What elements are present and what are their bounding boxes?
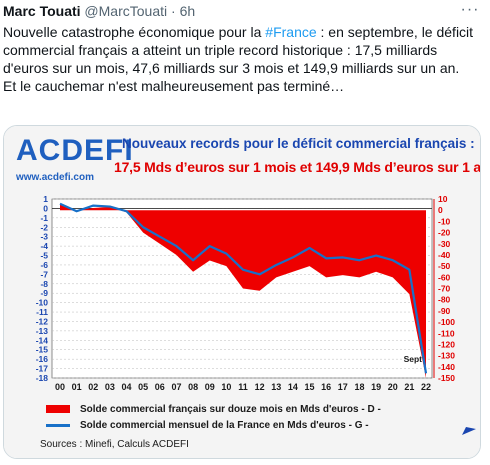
x-axis-tick-label: 00 xyxy=(55,382,65,392)
right-axis-tick-label: -10 xyxy=(438,216,451,226)
x-axis-tick-label: 03 xyxy=(105,382,115,392)
x-axis-tick-label: 02 xyxy=(88,382,98,392)
x-axis-tick-label: 01 xyxy=(72,382,82,392)
left-axis-tick-label: -13 xyxy=(36,326,49,336)
left-axis-tick-label: -12 xyxy=(36,316,49,326)
left-axis-tick-label: -5 xyxy=(40,251,48,261)
left-axis-tick-label: -8 xyxy=(40,279,48,289)
x-axis-tick-label: 19 xyxy=(371,382,381,392)
decorative-arrow-icon xyxy=(462,427,476,435)
chart-annotation: Sept xyxy=(404,354,423,364)
author-handle[interactable]: @MarcTouati xyxy=(84,3,168,19)
logo-text: ACDEFI xyxy=(16,134,134,167)
left-axis-tick-label: -7 xyxy=(40,269,48,279)
chart-sources: Sources : Minefi, Calculs ACDEFI xyxy=(40,439,189,450)
left-axis-tick-label: -14 xyxy=(36,335,49,345)
left-axis-tick-label: -2 xyxy=(40,222,48,232)
left-axis-tick-label: -17 xyxy=(36,364,49,374)
x-axis-tick-label: 15 xyxy=(305,382,315,392)
tweet-text-line1: Nouvelle catastrophe économique pour la … xyxy=(3,23,481,77)
left-axis-tick-label: -6 xyxy=(40,260,48,270)
right-axis-tick-label: -140 xyxy=(438,362,455,372)
x-axis-tick-label: 05 xyxy=(138,382,148,392)
x-axis-tick-label: 04 xyxy=(122,382,132,392)
tweet-media-image[interactable]: ACDEFI www.acdefi.com Nouveaux records p… xyxy=(3,125,481,459)
right-axis-tick-label: -80 xyxy=(438,295,451,305)
right-axis-tick-label: -70 xyxy=(438,284,451,294)
x-axis-tick-label: 06 xyxy=(155,382,165,392)
x-axis-tick-label: 10 xyxy=(221,382,231,392)
x-axis-tick-label: 08 xyxy=(188,382,198,392)
more-options-icon[interactable]: ··· xyxy=(460,1,480,18)
author-name[interactable]: Marc Touati xyxy=(3,3,81,19)
x-axis-tick-label: 09 xyxy=(205,382,215,392)
right-axis-tick-label: -120 xyxy=(438,339,455,349)
legend-label-red: Solde commercial français sur douze mois… xyxy=(80,403,381,415)
x-axis-tick-label: 22 xyxy=(421,382,431,392)
tweet-text-part1: Nouvelle catastrophe économique pour la xyxy=(3,24,266,40)
right-axis-tick-label: -110 xyxy=(438,328,455,338)
right-axis-tick-label: -100 xyxy=(438,317,455,327)
left-axis-tick-label: -9 xyxy=(40,288,48,298)
chart-title-line2: 17,5 Mds d’euros sur 1 mois et 149,9 Mds… xyxy=(114,159,481,175)
separator-dot: · xyxy=(171,3,176,19)
left-axis-tick-label: 1 xyxy=(43,194,48,204)
series-line-blue xyxy=(59,202,428,374)
legend-swatch-red xyxy=(46,405,70,413)
right-axis-tick-label: -150 xyxy=(438,373,455,383)
tweet-text: Nouvelle catastrophe économique pour la … xyxy=(3,23,481,95)
tweet-time[interactable]: 6h xyxy=(179,3,196,19)
right-axis-tick-label: -50 xyxy=(438,261,451,271)
hashtag-link[interactable]: #France xyxy=(265,24,317,40)
right-axis-tick-label: -40 xyxy=(438,250,451,260)
logo-url: www.acdefi.com xyxy=(16,172,94,183)
trade-deficit-chart: 10-1-2-3-4-5-6-7-8-9-10-11-12-13-14-15-1… xyxy=(36,194,456,392)
x-axis-tick-label: 07 xyxy=(171,382,181,392)
x-axis-tick-label: 12 xyxy=(255,382,265,392)
tweet-header: Marc Touati @MarcTouati · 6h xyxy=(3,2,195,20)
x-axis-tick-label: 18 xyxy=(354,382,364,392)
right-axis-tick-label: 10 xyxy=(438,194,448,204)
legend-swatch-blue xyxy=(46,423,70,427)
legend-label-blue: Solde commercial mensuel de la France en… xyxy=(80,419,369,431)
x-axis-tick-label: 16 xyxy=(321,382,331,392)
left-axis-tick-label: -4 xyxy=(40,241,48,251)
right-axis-tick-label: -30 xyxy=(438,239,451,249)
chart-title-line1: Nouveaux records pour le déficit commerc… xyxy=(122,136,475,151)
right-axis-tick-label: -60 xyxy=(438,272,451,282)
left-axis-tick-label: -1 xyxy=(40,213,48,223)
left-axis-tick-label: -15 xyxy=(36,345,49,355)
tweet-text-part2: : en septembre, le déficit commercial fr… xyxy=(3,24,474,76)
left-axis-tick-label: -16 xyxy=(36,354,49,364)
x-axis-tick-label: 17 xyxy=(338,382,348,392)
right-axis-tick-label: -90 xyxy=(438,306,451,316)
acdefi-logo: ACDEFI www.acdefi.com xyxy=(16,134,133,186)
right-axis-tick-label: 0 xyxy=(438,205,443,215)
right-axis-tick-label: -20 xyxy=(438,228,451,238)
series-area-red xyxy=(60,204,426,378)
left-axis-tick-label: -3 xyxy=(40,232,48,242)
left-axis-tick-label: -18 xyxy=(36,373,49,383)
left-axis-tick-label: 0 xyxy=(43,203,48,213)
x-axis-tick-label: 20 xyxy=(388,382,398,392)
legend-item-blue: Solde commercial mensuel de la France en… xyxy=(46,417,381,433)
x-axis-tick-label: 21 xyxy=(404,382,414,392)
right-axis-tick-label: -130 xyxy=(438,351,455,361)
chart-legend: Solde commercial français sur douze mois… xyxy=(46,401,381,433)
x-axis-tick-label: 14 xyxy=(288,382,298,392)
tweet-text-line2: Et le cauchemar n'est malheureusement pa… xyxy=(3,78,345,94)
legend-item-red: Solde commercial français sur douze mois… xyxy=(46,401,381,417)
x-axis-tick-label: 13 xyxy=(271,382,281,392)
left-axis-tick-label: -10 xyxy=(36,298,49,308)
x-axis-tick-label: 11 xyxy=(238,382,248,392)
left-axis-tick-label: -11 xyxy=(36,307,48,317)
